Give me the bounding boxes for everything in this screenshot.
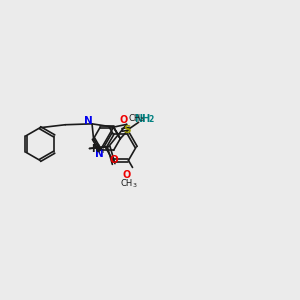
Text: N: N [95,149,104,159]
Text: O: O [119,115,128,125]
Text: O: O [123,170,131,180]
Text: O: O [109,155,118,165]
Text: H: H [97,146,103,155]
Text: 2: 2 [148,115,153,124]
Text: CH: CH [121,179,133,188]
Text: N: N [84,116,93,127]
Text: CH: CH [128,114,140,123]
Text: S: S [123,125,130,135]
Text: 3: 3 [132,183,137,188]
Text: 3: 3 [140,117,144,122]
Text: N: N [91,144,99,154]
Text: NH: NH [135,115,151,124]
